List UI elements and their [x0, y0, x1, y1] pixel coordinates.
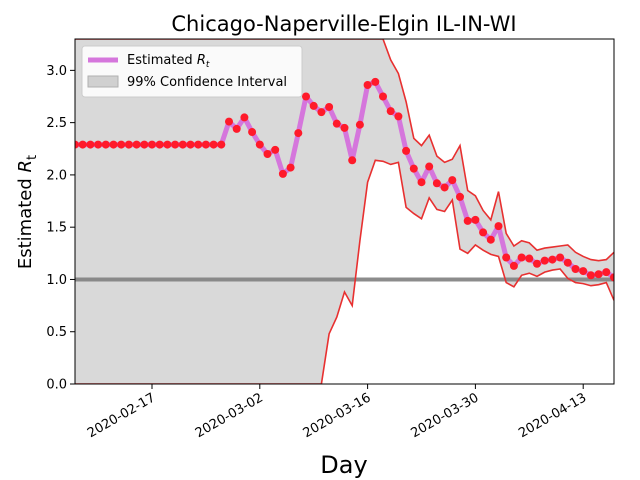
estimate-point	[502, 253, 511, 262]
estimate-point	[425, 162, 434, 171]
estimate-point	[163, 140, 172, 149]
estimate-point	[194, 140, 203, 149]
estimate-point	[248, 128, 257, 137]
estimate-point	[278, 169, 287, 178]
estimate-point	[124, 140, 133, 149]
estimate-point	[94, 140, 103, 149]
estimate-point	[571, 265, 580, 273]
estimate-point	[325, 102, 334, 111]
estimate-point	[486, 235, 495, 244]
estimate-point	[286, 163, 295, 172]
estimate-point	[340, 123, 349, 132]
estimate-point	[271, 145, 280, 154]
estimate-point	[332, 119, 341, 128]
estimate-point	[394, 112, 403, 121]
estimate-point	[463, 216, 472, 225]
estimate-point	[417, 178, 426, 187]
estimate-point	[302, 92, 310, 101]
legend-ci-label: 99% Confidence Interval	[127, 75, 287, 90]
estimate-point	[201, 140, 210, 149]
ci-lower-line	[75, 159, 614, 384]
estimate-point	[602, 268, 611, 277]
estimate-point	[509, 261, 518, 270]
estimate-point	[232, 124, 241, 133]
estimate-point	[386, 107, 395, 116]
estimate-point	[494, 222, 503, 231]
confidence-interval-band	[75, 39, 614, 384]
estimate-point	[471, 215, 480, 224]
estimate-point	[348, 156, 357, 165]
legend-ci-swatch	[87, 75, 119, 88]
estimate-point	[533, 259, 541, 268]
estimate-point	[225, 117, 233, 126]
estimate-point	[355, 120, 364, 129]
estimate-point	[101, 140, 110, 149]
y-tick-label: 2.0	[46, 168, 67, 183]
estimate-point	[456, 192, 464, 201]
ci-upper-line	[75, 39, 614, 262]
estimate-point	[75, 140, 79, 149]
estimate-point	[525, 254, 534, 263]
chart-title: Chicago-Naperville-Elgin IL-IN-WI	[171, 12, 516, 36]
x-axis-label: Day	[320, 451, 367, 479]
estimate-point	[409, 164, 418, 173]
legend-box	[81, 45, 303, 98]
y-tick-label: 1.0	[46, 273, 67, 288]
estimate-point	[440, 183, 449, 192]
estimate-point	[517, 253, 526, 262]
estimate-point	[586, 271, 595, 280]
estimate-points	[75, 77, 614, 282]
estimate-point	[117, 140, 126, 149]
estimate-point	[217, 140, 226, 149]
estimate-point	[448, 176, 457, 185]
estimate-point	[579, 267, 588, 276]
estimate-point	[255, 140, 264, 149]
estimate-point	[155, 140, 164, 149]
estimate-point	[610, 273, 614, 282]
x-tick-label: 2020-04-13	[516, 390, 589, 441]
estimate-point	[240, 113, 249, 122]
estimate-point	[479, 228, 488, 237]
estimate-point	[294, 129, 303, 138]
legend-estimate-label: Estimated Rt	[127, 53, 210, 70]
estimate-point	[209, 140, 218, 149]
y-tick-label: 1.5	[46, 221, 67, 236]
y-tick-label: 2.5	[46, 116, 67, 131]
estimate-point	[148, 140, 156, 149]
y-tick-label: 3.0	[46, 64, 67, 79]
estimate-point	[309, 101, 318, 110]
x-tick-label: 2020-03-30	[408, 390, 481, 441]
y-tick-label: 0.0	[46, 378, 67, 393]
estimate-point	[178, 140, 187, 149]
estimate-point	[379, 92, 387, 101]
x-tick-label: 2020-03-02	[193, 390, 266, 441]
estimate-point	[263, 150, 272, 158]
estimate-point	[548, 255, 557, 264]
x-tick-label: 2020-03-16	[301, 390, 374, 441]
x-tick-label: 2020-02-17	[85, 390, 158, 441]
estimate-point	[78, 140, 87, 149]
estimate-point	[363, 81, 372, 89]
estimate-point	[432, 179, 441, 188]
legend: Estimated Rt 99% Confidence Interval	[81, 45, 303, 98]
estimate-point	[140, 140, 149, 149]
estimate-point	[563, 258, 572, 267]
estimate-point	[317, 108, 326, 117]
estimate-point	[132, 140, 141, 149]
y-tick-label: 0.5	[46, 325, 67, 340]
estimate-point	[556, 253, 565, 262]
plot-frame	[74, 38, 615, 385]
estimate-point	[86, 140, 95, 149]
x-axis: 2020-02-17 2020-03-02 2020-03-16 2020-03-30…	[85, 384, 589, 441]
estimate-point	[594, 270, 603, 279]
estimate-point	[109, 140, 118, 149]
estimate-point	[171, 140, 180, 149]
estimate-point	[402, 146, 411, 155]
estimate-point	[186, 140, 195, 149]
estimate-point	[540, 256, 549, 265]
estimate-point	[371, 77, 380, 86]
y-axis: 0.0 0.5 1.0 1.5 2.0 2.5 3.0	[46, 64, 75, 393]
y-axis-label: Estimated Rt	[15, 155, 40, 269]
